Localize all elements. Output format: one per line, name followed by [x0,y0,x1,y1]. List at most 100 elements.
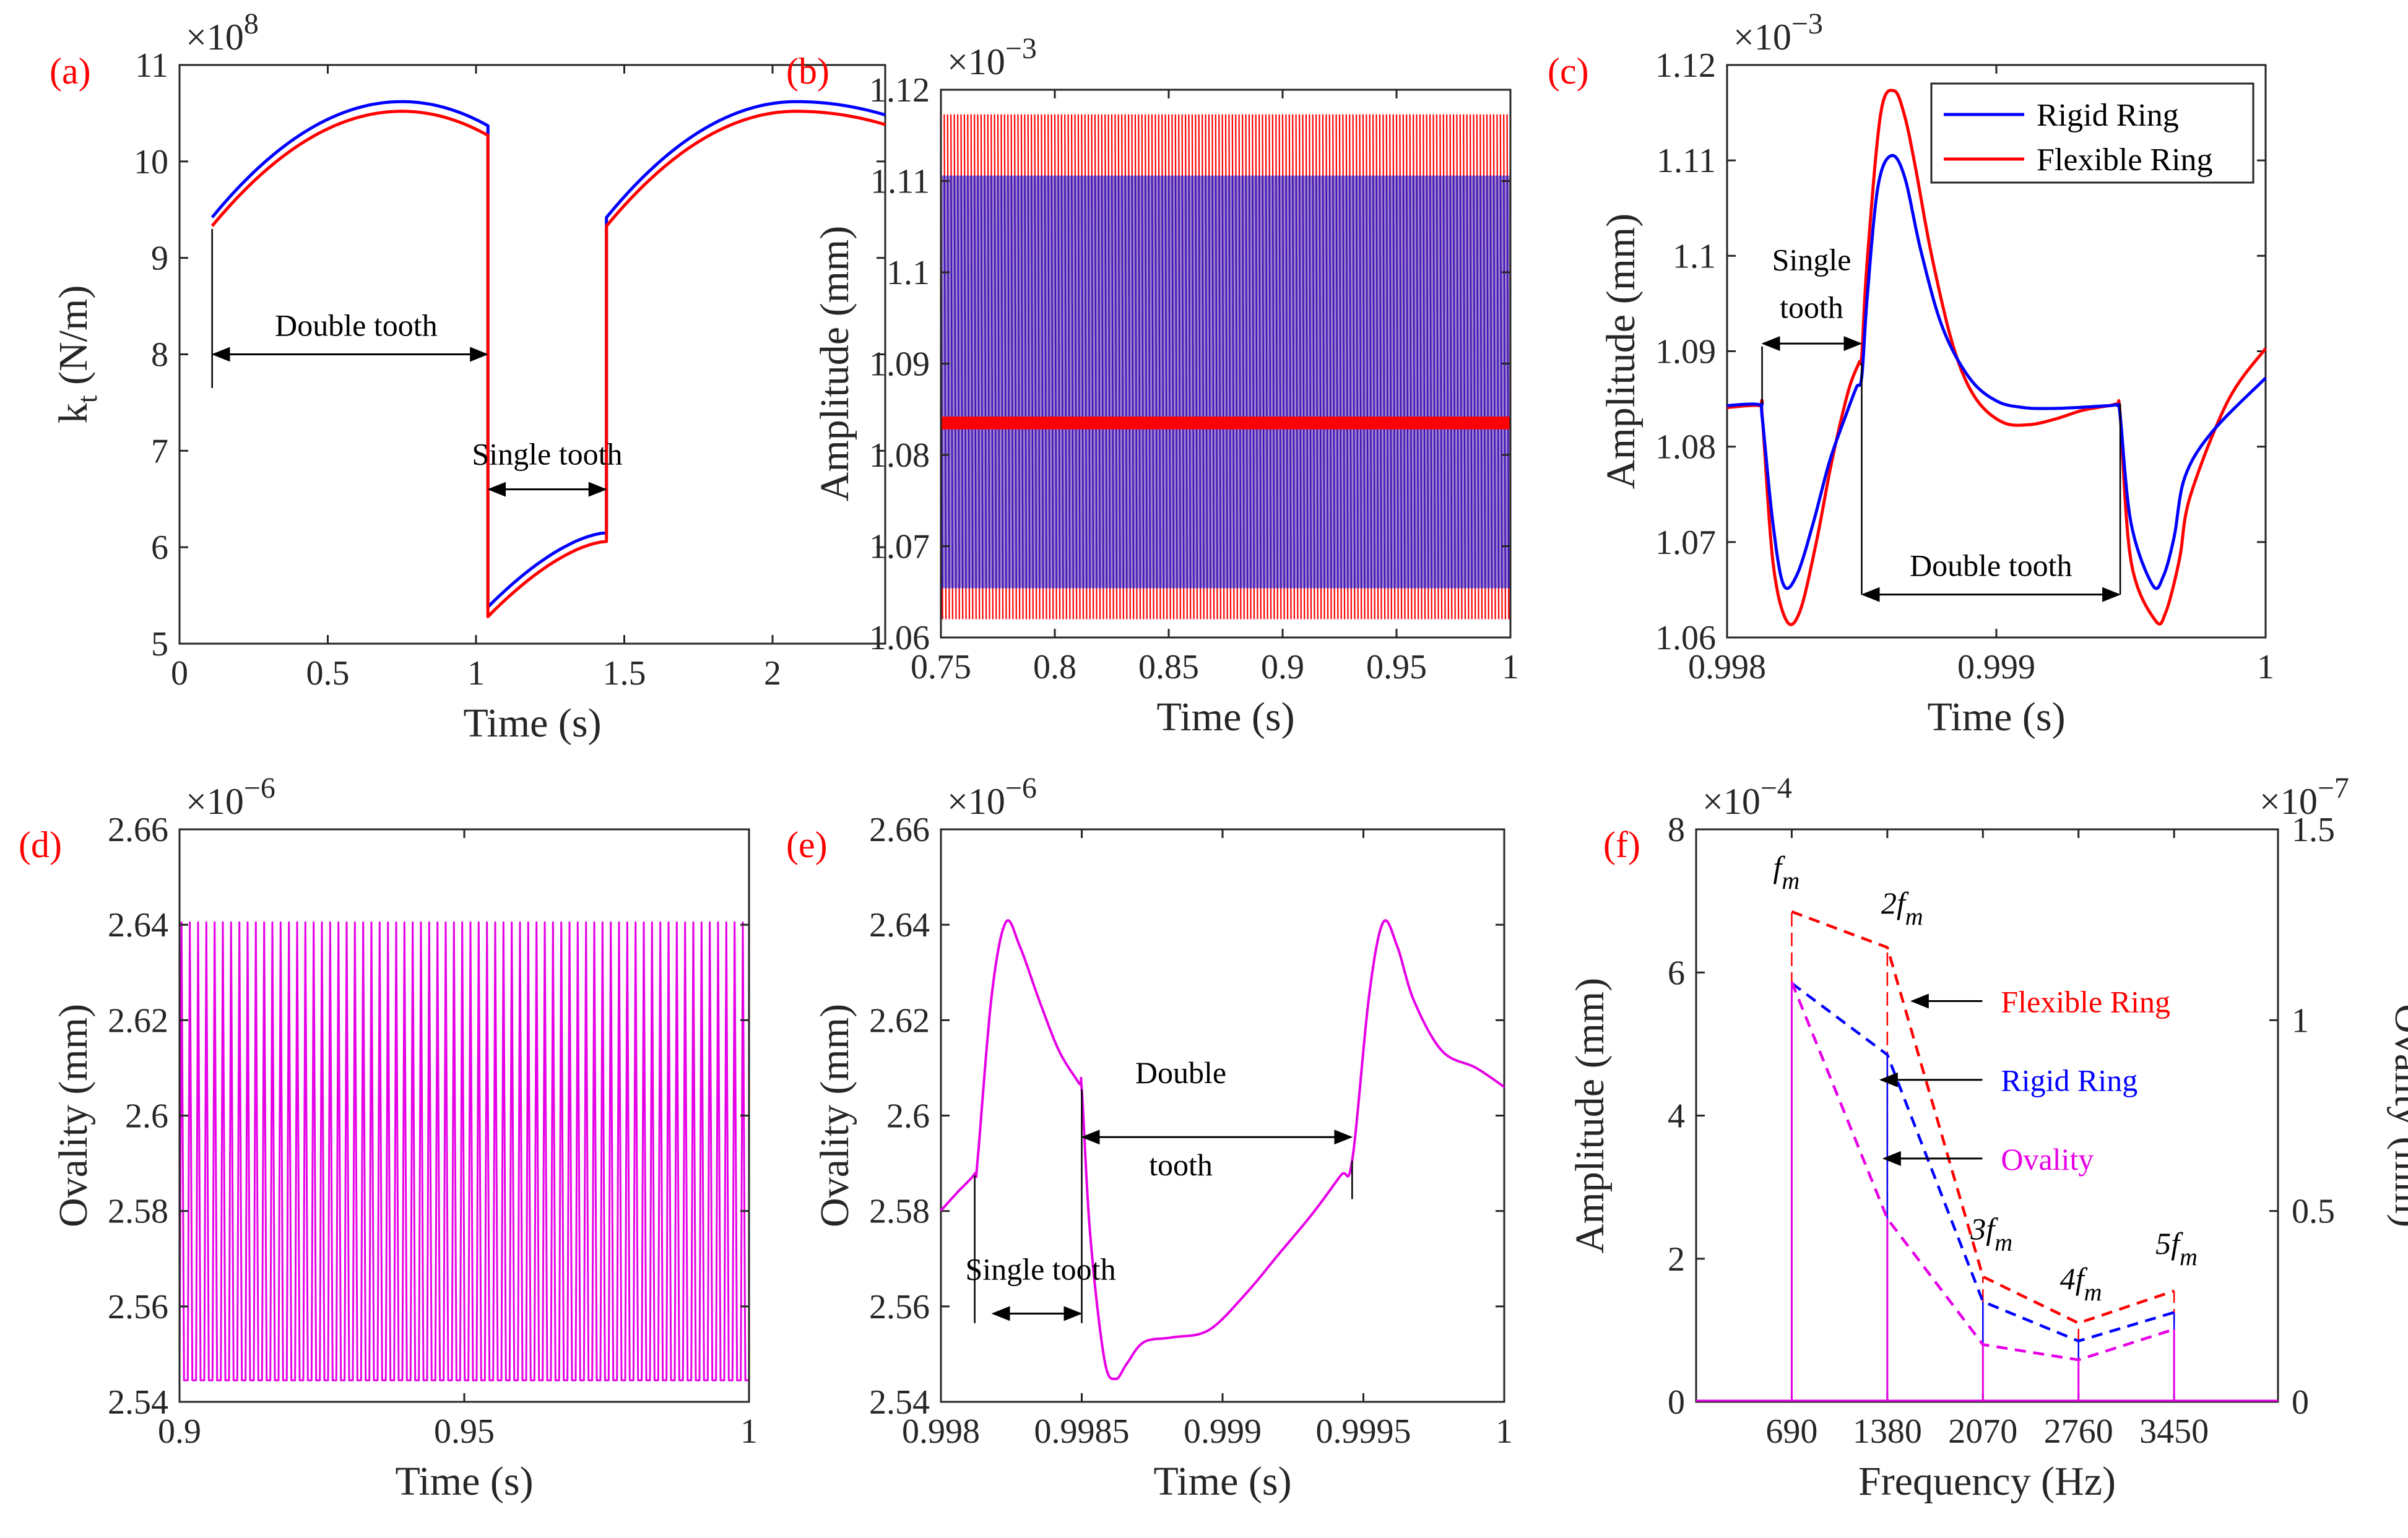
axis-exponent-part: −3 [1005,32,1037,65]
x-tick-label: 1 [740,1412,758,1451]
right-axis-exponent-part: ×10 [2259,781,2318,822]
x-tick-label: 1 [467,654,485,693]
x-tick-label: 0.8 [1033,648,1076,686]
y-tick-label: 6 [1668,954,1685,992]
single-tooth-label: Single tooth [472,437,622,472]
x-tick-label: 0 [171,654,188,693]
single-tooth-label-line1: Single [1772,242,1851,277]
double-tooth-label: Double tooth [1910,548,2072,583]
series-envelope-flexible-ring [1791,910,2175,1325]
double-tooth-label-line2: tooth [1149,1147,1213,1182]
axis-exponent-part: ×10 [186,781,244,822]
axis-exponent-part: −6 [1005,772,1037,805]
right-axis-exponent-part: −7 [2318,772,2349,805]
axis-exponent-part: −3 [1791,7,1823,40]
y-tick-label: 1.07 [1655,524,1716,562]
y-axis-label-part: t [71,395,103,403]
mean-band [941,417,1510,430]
y-tick-label: 1.1 [1673,237,1716,275]
y-tick-label: 1.07 [869,528,930,566]
panel-label: (a) [50,51,91,92]
panel-label: (f) [1603,824,1640,865]
annotation-label-flexible-ring: Flexible Ring [2001,985,2170,1019]
y-tick-label: 0 [1668,1383,1685,1422]
harmonic-label: 2fm [1881,886,1923,930]
axis-exponent: ×10−6 [186,772,275,822]
panel-label: (c) [1548,51,1589,92]
right-y-axis-label: Ovality (mm) [2386,1004,2408,1227]
right-y-tick-label: 1.5 [2292,811,2335,849]
y-tick-label: 1.11 [1657,142,1716,180]
harmonic-label-part: 3f [1970,1212,1998,1246]
x-tick-label: 1380 [1853,1412,1922,1451]
double-tooth-label-line1: Double [1135,1055,1226,1090]
y-tick-label: 2.56 [869,1288,930,1326]
series-line-rigid-ring [1726,153,2267,590]
axis-exponent-part: 8 [244,7,259,40]
y-tick-label: 1.09 [869,345,930,384]
x-tick-label: 0.95 [1366,648,1427,686]
x-tick-label: 0.999 [1184,1412,1262,1451]
y-axis-label-part: k [51,403,96,423]
right-y-tick-label: 1 [2292,1001,2309,1040]
axis-exponent-part: −4 [1761,772,1792,805]
y-tick-label: 2.64 [108,906,168,944]
y-tick-label: 2.64 [869,906,930,944]
x-tick-label: 2070 [1948,1412,2017,1451]
series-ovality-oscillation [178,921,749,1381]
x-tick-label: 1 [1502,648,1519,686]
series-envelope-ovality [1790,981,2175,1362]
x-axis-label: Time (s) [395,1459,533,1504]
harmonic-label-part: 5f [2155,1226,2183,1261]
y-tick-label: 2.58 [108,1193,168,1231]
x-tick-label: 0.95 [434,1412,495,1451]
harmonic-label-part: m [1905,902,1923,930]
x-tick-label: 0.999 [1957,648,2035,686]
axis-exponent-part: ×10 [1702,781,1761,822]
x-tick-label: 3450 [2139,1412,2209,1451]
x-tick-label: 690 [1765,1412,1817,1451]
axis-exponent-part: ×10 [1733,17,1791,58]
x-axis-label: Time (s) [1927,694,2065,740]
y-axis-label-part: (N/m) [51,285,96,395]
y-tick-label: 8 [151,336,168,374]
single-tooth-label: Single tooth [966,1251,1116,1286]
plot-frame [1695,828,2279,1403]
x-tick-label: 0.85 [1138,648,1199,686]
y-tick-label: 1.08 [869,436,930,475]
y-tick-label: 1.11 [870,163,930,201]
harmonic-label-part: 2f [1881,886,1909,920]
y-tick-label: 1.08 [1655,428,1716,467]
x-tick-label: 0.75 [911,648,971,686]
y-tick-label: 7 [151,432,168,470]
x-tick-label: 2760 [2044,1412,2113,1451]
axis-exponent: ×10−6 [947,772,1037,822]
x-tick-label: 0.9995 [1316,1412,1411,1451]
x-tick-label: 0.5 [306,654,349,693]
y-axis-label: kt (N/m) [51,285,103,424]
double-tooth-label: Double tooth [275,308,437,343]
harmonic-label-part: m [2180,1243,2198,1271]
y-tick-label: 4 [1668,1097,1685,1136]
axis-exponent-part: ×10 [186,17,244,58]
harmonic-label-part: m [2084,1278,2102,1306]
harmonic-label: 3fm [1970,1212,2012,1256]
panel-d: 0.9 0.95 1 2.54 2.56 2.58 2.6 2.62 2.64 2.66 Time … [19,772,758,1504]
x-axis-label: Frequency (Hz) [1858,1459,2116,1504]
axis-exponent: ×10−3 [947,32,1037,82]
axis-exponent: ×108 [186,7,259,58]
y-tick-label: 2.54 [108,1383,168,1422]
legend-entry-rigid-ring: Rigid Ring [2037,98,2179,133]
harmonic-label-part: 4f [2060,1261,2088,1296]
panel-label: (d) [19,824,62,865]
y-tick-label: 2 [1668,1240,1685,1279]
axis-exponent-part: ×10 [947,781,1005,822]
y-axis-label: Amplitude (mm) [1598,214,1644,489]
x-tick-label: 1 [2257,648,2274,686]
axis-exponent: ×10−3 [1733,7,1823,58]
y-tick-label: 1.12 [1655,46,1716,85]
y-tick-label: 2.56 [108,1288,168,1326]
series-line-flexible-ring [210,110,886,618]
x-tick-label: 0.998 [902,1412,980,1451]
